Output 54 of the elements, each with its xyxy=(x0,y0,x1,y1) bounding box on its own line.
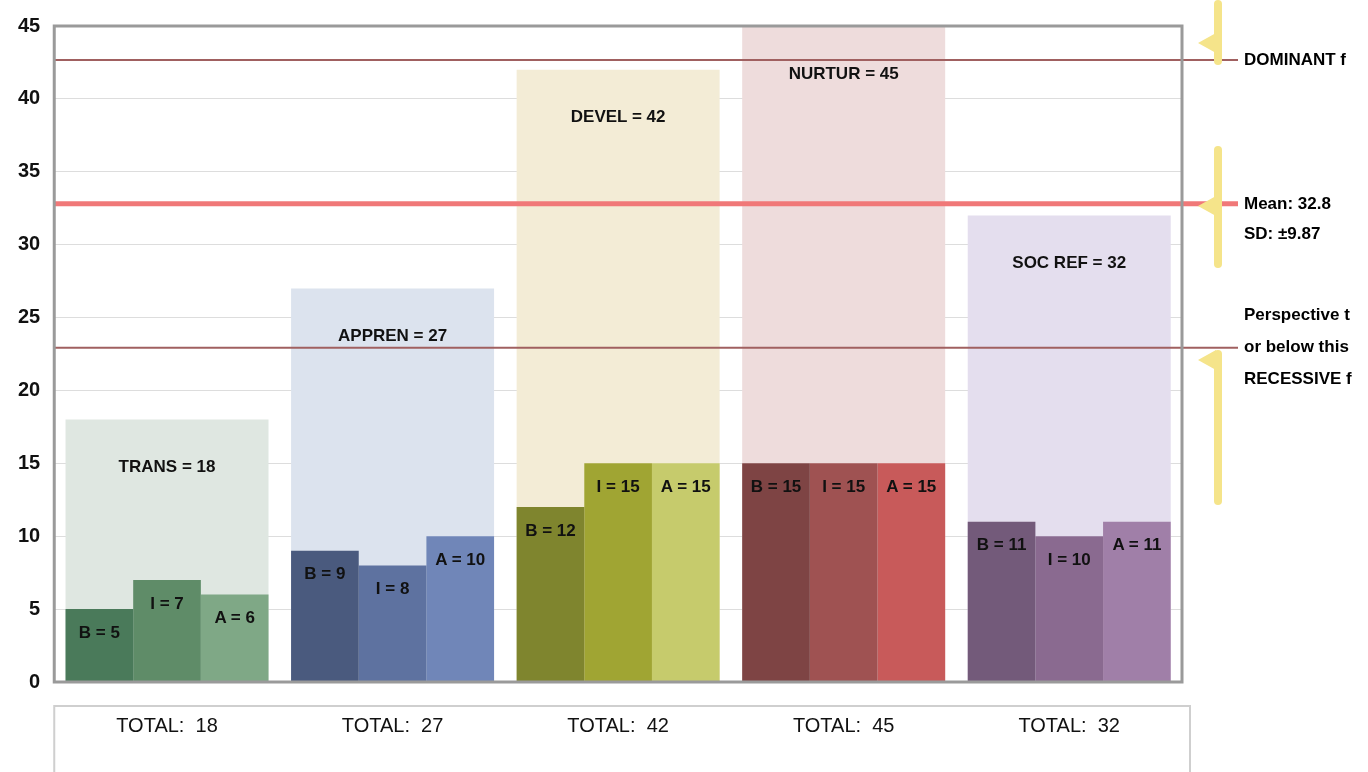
y-tick-label: 40 xyxy=(18,86,41,109)
data-label: APPREN = 27 xyxy=(338,326,448,346)
data-label: I = 7 xyxy=(150,593,184,613)
data-label: B = 12 xyxy=(525,520,576,540)
text: SD: ±9.87 xyxy=(1244,223,1321,243)
data-label: B = 15 xyxy=(750,477,802,497)
data-label: A = 15 xyxy=(886,477,937,497)
data-label: I = 15 xyxy=(596,477,640,497)
x-tick-label: TOTAL: 45 xyxy=(792,713,895,736)
data-label: B = 11 xyxy=(976,535,1027,555)
data-label: SOC REF = 32 xyxy=(1012,253,1127,273)
y-tick-label: 20 xyxy=(18,377,41,400)
bar xyxy=(877,463,946,682)
data-label: I = 15 xyxy=(822,477,866,497)
bar xyxy=(651,463,720,682)
bar xyxy=(584,463,652,682)
data-label: A = 15 xyxy=(660,477,711,497)
bar xyxy=(742,463,810,682)
data-label: NURTUR = 45 xyxy=(788,63,899,83)
y-tick-label: 5 xyxy=(29,596,41,619)
data-label: B = 9 xyxy=(304,564,346,584)
y-tick-label: 25 xyxy=(18,305,41,328)
x-tick-label: TOTAL: 18 xyxy=(116,713,218,736)
ref-line-label: DOMINANT f xyxy=(1244,49,1347,69)
bar xyxy=(809,463,878,682)
x-tick-label: TOTAL: 42 xyxy=(567,713,669,736)
y-tick-label: 35 xyxy=(18,159,41,182)
bar xyxy=(516,507,585,682)
ref-line-label: Perspective t or below this RECESSIVE f xyxy=(1244,305,1353,389)
data-label: A = 6 xyxy=(214,608,255,628)
data-label: A = 11 xyxy=(1112,535,1162,555)
data-label: I = 8 xyxy=(375,579,410,599)
data-label: DEVEL = 42 xyxy=(570,107,666,127)
data-label: I = 10 xyxy=(1047,549,1091,569)
bar xyxy=(65,609,134,682)
y-tick-label: 0 xyxy=(29,669,41,692)
x-tick-label: TOTAL: 32 xyxy=(1018,713,1120,736)
y-tick-label: 30 xyxy=(18,232,41,255)
data-label: B = 5 xyxy=(78,622,120,642)
bar xyxy=(1103,521,1171,682)
y-tick-label: 15 xyxy=(18,450,41,473)
y-tick-label: 45 xyxy=(18,13,41,36)
x-tick-label: TOTAL: 27 xyxy=(341,713,444,736)
bar xyxy=(967,521,1036,682)
data-label: TRANS = 18 xyxy=(118,457,216,477)
bar xyxy=(133,579,201,682)
bar xyxy=(291,550,359,682)
data-label: A = 10 xyxy=(435,549,486,569)
bar xyxy=(358,565,427,682)
y-tick-label: 10 xyxy=(18,523,41,546)
bar xyxy=(426,536,495,682)
bar xyxy=(200,594,269,682)
ref-line-label: Mean: 32.8 xyxy=(1244,193,1331,213)
bar xyxy=(1035,536,1104,682)
